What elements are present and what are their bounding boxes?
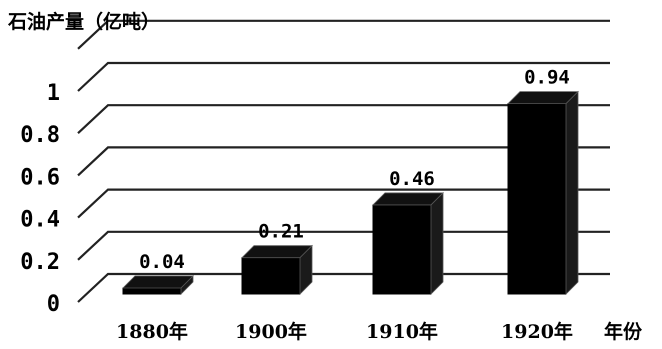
gridline	[77, 188, 610, 219]
bar-side	[430, 191, 444, 295]
x-tick-label: 1910年	[366, 320, 438, 343]
x-tick-label: 1920年	[501, 320, 573, 343]
bar-side	[180, 275, 194, 295]
x-tick-label: 1900年	[235, 320, 307, 343]
gridline	[77, 104, 610, 135]
y-tick-label: 1	[47, 81, 60, 106]
y-tick-label: 0.8	[20, 123, 60, 148]
gridline	[77, 61, 610, 92]
y-axis-label: 石油产量（亿吨）	[7, 10, 160, 33]
x-tick-label: 1880年	[116, 320, 188, 343]
bar-front	[372, 204, 432, 295]
y-tick-label: 0	[47, 292, 60, 317]
labels: 0 0.2 0.4 0.6 0.8 1 0.04 1880年 0.21 1900年 0.46 1910…	[20, 67, 573, 343]
bar	[372, 191, 444, 295]
bar	[122, 275, 194, 295]
data-label: 0.21	[258, 221, 304, 243]
bar	[507, 90, 579, 295]
bar	[241, 244, 313, 295]
x-axis-label: 年份	[604, 320, 643, 343]
bar-side	[299, 244, 313, 295]
y-tick-label: 0.2	[20, 250, 60, 275]
y-tick-label: 0.6	[20, 165, 60, 190]
data-label: 0.46	[389, 168, 435, 190]
gridline	[77, 146, 610, 177]
y-tick-label: 0.4	[20, 208, 60, 233]
gridline	[77, 19, 610, 50]
bar-front	[507, 103, 567, 295]
bar-side	[565, 90, 579, 295]
bar-front	[122, 287, 182, 295]
bars	[122, 90, 579, 295]
data-label: 0.04	[139, 251, 185, 273]
bar-front	[241, 257, 301, 295]
data-label: 0.94	[524, 67, 570, 89]
gridlines	[77, 19, 610, 303]
